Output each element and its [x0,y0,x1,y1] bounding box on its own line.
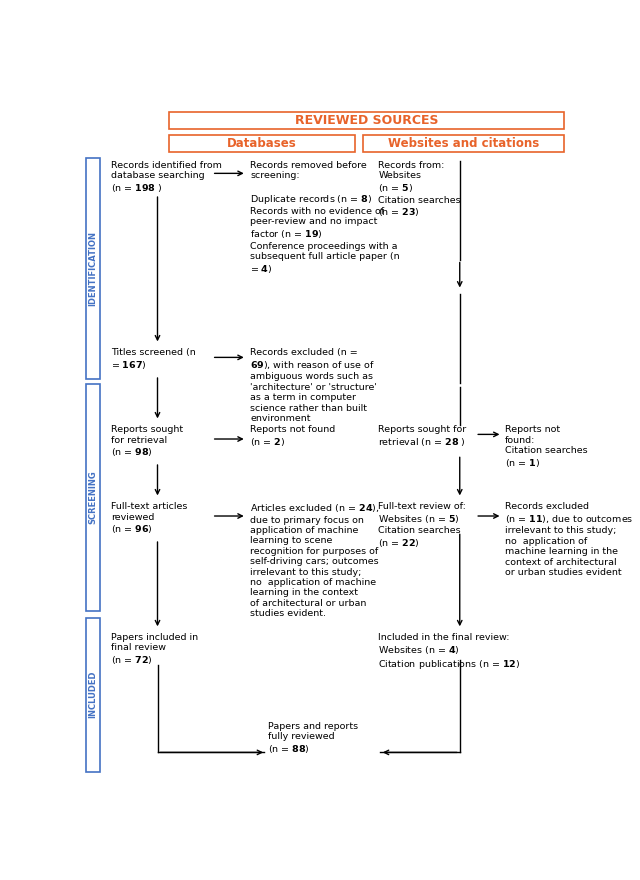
Text: SCREENING: SCREENING [89,471,98,524]
Text: INCLUDED: INCLUDED [89,671,98,718]
Text: Records excluded (n =
$\mathbf{69}$), with reason of use of
ambiguous words such: Records excluded (n = $\mathbf{69}$), wi… [250,348,378,423]
Bar [86,618,100,772]
Bar [86,158,100,379]
Text: Reports not found
(n = $\mathbf{2}$): Reports not found (n = $\mathbf{2}$) [250,425,336,448]
Text: Websites and citations: Websites and citations [388,136,540,150]
Bar [363,135,564,151]
Text: Articles excluded (n = $\mathbf{24}$),
due to primary focus on
application of ma: Articles excluded (n = $\mathbf{24}$), d… [250,502,380,618]
Text: Records removed before
screening:

Duplicate records (n = $\mathbf{8}$)
Records : Records removed before screening: Duplic… [250,161,400,275]
Bar [169,112,564,128]
Text: Papers included in
final review
(n = $\mathbf{72}$): Papers included in final review (n = $\m… [111,633,198,666]
Text: Included in the final review:
Websites (n = $\mathbf{4}$)
Citation publications : Included in the final review: Websites (… [378,633,521,671]
Text: Records excluded
(n = $\mathbf{11}$), due to outcomes
irrelevant to this study;
: Records excluded (n = $\mathbf{11}$), du… [505,502,633,577]
Bar [169,135,355,151]
Text: Titles screened (n
= $\mathbf{167}$): Titles screened (n = $\mathbf{167}$) [111,348,196,371]
Text: Databases: Databases [227,136,297,150]
Text: Full-text review of:
Websites (n = $\mathbf{5}$)
Citation searches
(n = $\mathbf: Full-text review of: Websites (n = $\mat… [378,502,467,549]
Text: Records from:
Websites
(n = $\mathbf{5}$)
Citation searches
(n = $\mathbf{23}$): Records from: Websites (n = $\mathbf{5}$… [378,161,461,218]
Text: REVIEWED SOURCES: REVIEWED SOURCES [295,114,438,127]
Text: Full-text articles
reviewed
(n = $\mathbf{96}$): Full-text articles reviewed (n = $\mathb… [111,502,188,535]
Bar [86,385,100,612]
Text: Reports sought
for retrieval
(n = $\mathbf{98}$): Reports sought for retrieval (n = $\math… [111,425,183,458]
Text: Reports not
found:
Citation searches
(n = $\mathbf{1}$): Reports not found: Citation searches (n … [505,425,588,469]
Text: Reports sought for
retrieval (n = $\mathbf{28}$ ): Reports sought for retrieval (n = $\math… [378,425,467,448]
Text: IDENTIFICATION: IDENTIFICATION [89,231,98,305]
Text: Papers and reports
fully reviewed
(n = $\mathbf{88}$): Papers and reports fully reviewed (n = $… [268,722,358,755]
Text: Records identified from
database searching
(n = $\mathbf{198}$ ): Records identified from database searchi… [111,161,222,194]
